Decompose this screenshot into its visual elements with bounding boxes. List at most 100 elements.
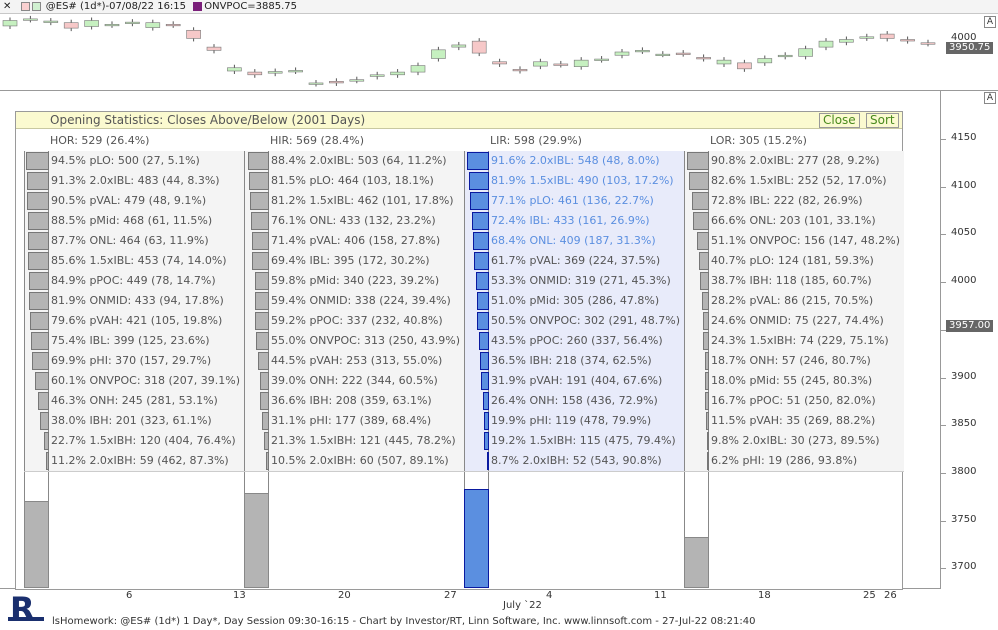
stat-row[interactable]: 55.0% ONVPOC: 313 (250, 43.9%) [271,334,461,347]
stat-row[interactable]: 8.7% 2.0xIBH: 52 (543, 90.8%) [491,454,662,467]
stat-row[interactable]: 69.4% IBL: 395 (172, 30.2%) [271,254,430,267]
stat-row[interactable]: 38.7% IBH: 118 (185, 60.7%) [711,274,872,287]
stat-row[interactable]: 79.6% pVAH: 421 (105, 19.8%) [51,314,223,327]
stat-row[interactable]: 76.1% ONL: 433 (132, 23.2%) [271,214,436,227]
stat-row[interactable]: 10.5% 2.0xIBH: 60 (507, 89.1%) [271,454,449,467]
stat-row[interactable]: 59.2% pPOC: 337 (232, 40.8%) [271,314,443,327]
stat-row[interactable]: 44.5% pVAH: 253 (313, 55.0%) [271,354,443,367]
candle [145,22,161,28]
month-label: July `22 [503,600,542,611]
opening-statistics-panel: Opening Statistics: Closes Above/Below (… [15,111,904,590]
stat-row[interactable]: 75.4% IBL: 399 (125, 23.6%) [51,334,210,347]
stat-row[interactable]: 59.4% ONMID: 338 (224, 39.4%) [271,294,451,307]
bottom-scale-button[interactable]: A [984,92,996,104]
stat-row[interactable]: 31.1% pHI: 177 (389, 68.4%) [271,414,432,427]
stat-row[interactable]: 66.6% ONL: 203 (101, 33.1%) [711,214,876,227]
price-tick-mark [941,329,946,331]
stat-row[interactable]: 19.2% 1.5xIBH: 115 (475, 79.4%) [491,434,676,447]
stat-row[interactable]: 16.7% pPOC: 51 (250, 82.0%) [711,394,876,407]
close-button[interactable]: Close [819,113,860,128]
stat-row[interactable]: 72.8% IBL: 222 (82, 26.9%) [711,194,863,207]
column-header: LIR: 598 (29.9%) [490,134,582,147]
stat-row[interactable]: 82.6% 1.5xIBL: 252 (52, 17.0%) [711,174,887,187]
stat-row[interactable]: 84.9% pPOC: 449 (78, 14.7%) [51,274,216,287]
stat-row[interactable]: 9.8% 2.0xIBL: 30 (273, 89.5%) [711,434,880,447]
sort-button[interactable]: Sort [866,113,899,128]
stat-row[interactable]: 36.6% IBH: 208 (359, 63.1%) [271,394,432,407]
stat-row[interactable]: 68.4% ONL: 409 (187, 31.3%) [491,234,656,247]
stat-bar [29,292,49,310]
stat-row[interactable]: 91.6% 2.0xIBL: 548 (48, 8.0%) [491,154,660,167]
stat-row[interactable]: 6.2% pHI: 19 (286, 93.8%) [711,454,858,467]
candle [390,71,405,76]
stat-row[interactable]: 90.5% pVAL: 479 (48, 9.1%) [51,194,207,207]
stat-row[interactable]: 11.2% 2.0xIBH: 59 (462, 87.3%) [51,454,229,467]
stat-bar [691,192,709,210]
candle [920,42,936,45]
window-icon[interactable] [20,1,30,11]
stat-row[interactable]: 94.5% pLO: 500 (27, 5.1%) [51,154,200,167]
stat-row[interactable]: 19.9% pHI: 119 (478, 79.9%) [491,414,652,427]
stat-row[interactable]: 26.4% ONH: 158 (436, 72.9%) [491,394,658,407]
stat-row[interactable]: 90.8% 2.0xIBL: 277 (28, 9.2%) [711,154,880,167]
stat-row[interactable]: 77.1% pLO: 461 (136, 22.7%) [491,194,654,207]
stat-bar [706,412,709,430]
stat-row[interactable]: 36.5% IBH: 218 (374, 62.5%) [491,354,652,367]
candle [308,82,324,85]
stat-row[interactable]: 69.9% pHI: 370 (157, 29.7%) [51,354,212,367]
stat-row[interactable]: 40.7% pLO: 124 (181, 59.3%) [711,254,874,267]
stat-bar [247,152,269,170]
stat-row[interactable]: 87.7% ONL: 464 (63, 11.9%) [51,234,209,247]
stat-row[interactable]: 91.3% 2.0xIBL: 483 (44, 8.3%) [51,174,220,187]
stat-row[interactable]: 51.1% ONVPOC: 156 (147, 48.2%) [711,234,901,247]
candle [23,18,38,21]
stat-row[interactable]: 81.9% 1.5xIBL: 490 (103, 17.2%) [491,174,674,187]
date-tick: 4 [546,590,553,601]
candle [329,81,344,84]
price-tick: 4150 [951,132,977,143]
candle [900,39,915,42]
stat-bar [43,432,49,450]
stat-row[interactable]: 51.0% pMid: 305 (286, 47.8%) [491,294,660,307]
stat-bar [476,312,489,330]
candle [655,53,671,56]
stat-bar [704,372,709,390]
stat-row[interactable]: 85.6% 1.5xIBL: 453 (74, 14.0%) [51,254,227,267]
top-scale-button[interactable]: A [984,16,996,28]
window-icon[interactable] [31,1,41,11]
stat-row[interactable]: 11.5% pVAH: 35 (269, 88.2%) [711,414,876,427]
stat-bar [687,152,709,170]
stat-row[interactable]: 72.4% IBL: 433 (161, 26.9%) [491,214,650,227]
stat-row[interactable]: 46.3% ONH: 245 (281, 53.1%) [51,394,218,407]
stat-row[interactable]: 18.0% pMid: 55 (245, 80.3%) [711,374,873,387]
stat-row[interactable]: 38.0% IBH: 201 (323, 61.1%) [51,414,212,427]
stat-row[interactable]: 81.2% 1.5xIBL: 462 (101, 17.8%) [271,194,454,207]
stat-row[interactable]: 60.1% ONVPOC: 318 (207, 39.1%) [51,374,241,387]
stat-row[interactable]: 18.7% ONH: 57 (246, 80.7%) [711,354,871,367]
stat-row[interactable]: 24.6% ONMID: 75 (227, 74.4%) [711,314,884,327]
stat-row[interactable]: 22.7% 1.5xIBH: 120 (404, 76.4%) [51,434,236,447]
top-price-chart[interactable] [0,14,998,90]
close-icon[interactable]: ✕ [3,1,12,12]
stat-row[interactable]: 81.9% ONMID: 433 (94, 17.8%) [51,294,224,307]
price-tick-mark [941,234,946,236]
candle [247,71,263,76]
stat-row[interactable]: 59.8% pMid: 340 (223, 39.2%) [271,274,440,287]
stat-row[interactable]: 61.7% pVAL: 369 (224, 37.5%) [491,254,661,267]
stat-row[interactable]: 28.2% pVAL: 86 (215, 70.5%) [711,294,874,307]
stat-bar [469,172,489,190]
stat-row[interactable]: 71.4% pVAL: 406 (158, 27.8%) [271,234,441,247]
stat-row[interactable]: 53.3% ONMID: 319 (271, 45.3%) [491,274,671,287]
stat-row[interactable]: 39.0% ONH: 222 (344, 60.5%) [271,374,438,387]
candle [512,69,528,72]
stat-row[interactable]: 24.3% 1.5xIBH: 74 (229, 75.1%) [711,334,889,347]
price-tick-mark [941,568,946,570]
stat-row[interactable]: 50.5% ONVPOC: 302 (291, 48.7%) [491,314,681,327]
stat-row[interactable]: 21.3% 1.5xIBH: 121 (445, 78.2%) [271,434,456,447]
stat-row[interactable]: 43.5% pPOC: 260 (337, 56.4%) [491,334,663,347]
stat-row[interactable]: 88.5% pMid: 468 (61, 11.5%) [51,214,213,227]
stat-row[interactable]: 88.4% 2.0xIBL: 503 (64, 11.2%) [271,154,447,167]
stat-row[interactable]: 81.5% pLO: 464 (103, 18.1%) [271,174,434,187]
candle [818,40,834,48]
stat-row[interactable]: 31.9% pVAH: 191 (404, 67.6%) [491,374,663,387]
